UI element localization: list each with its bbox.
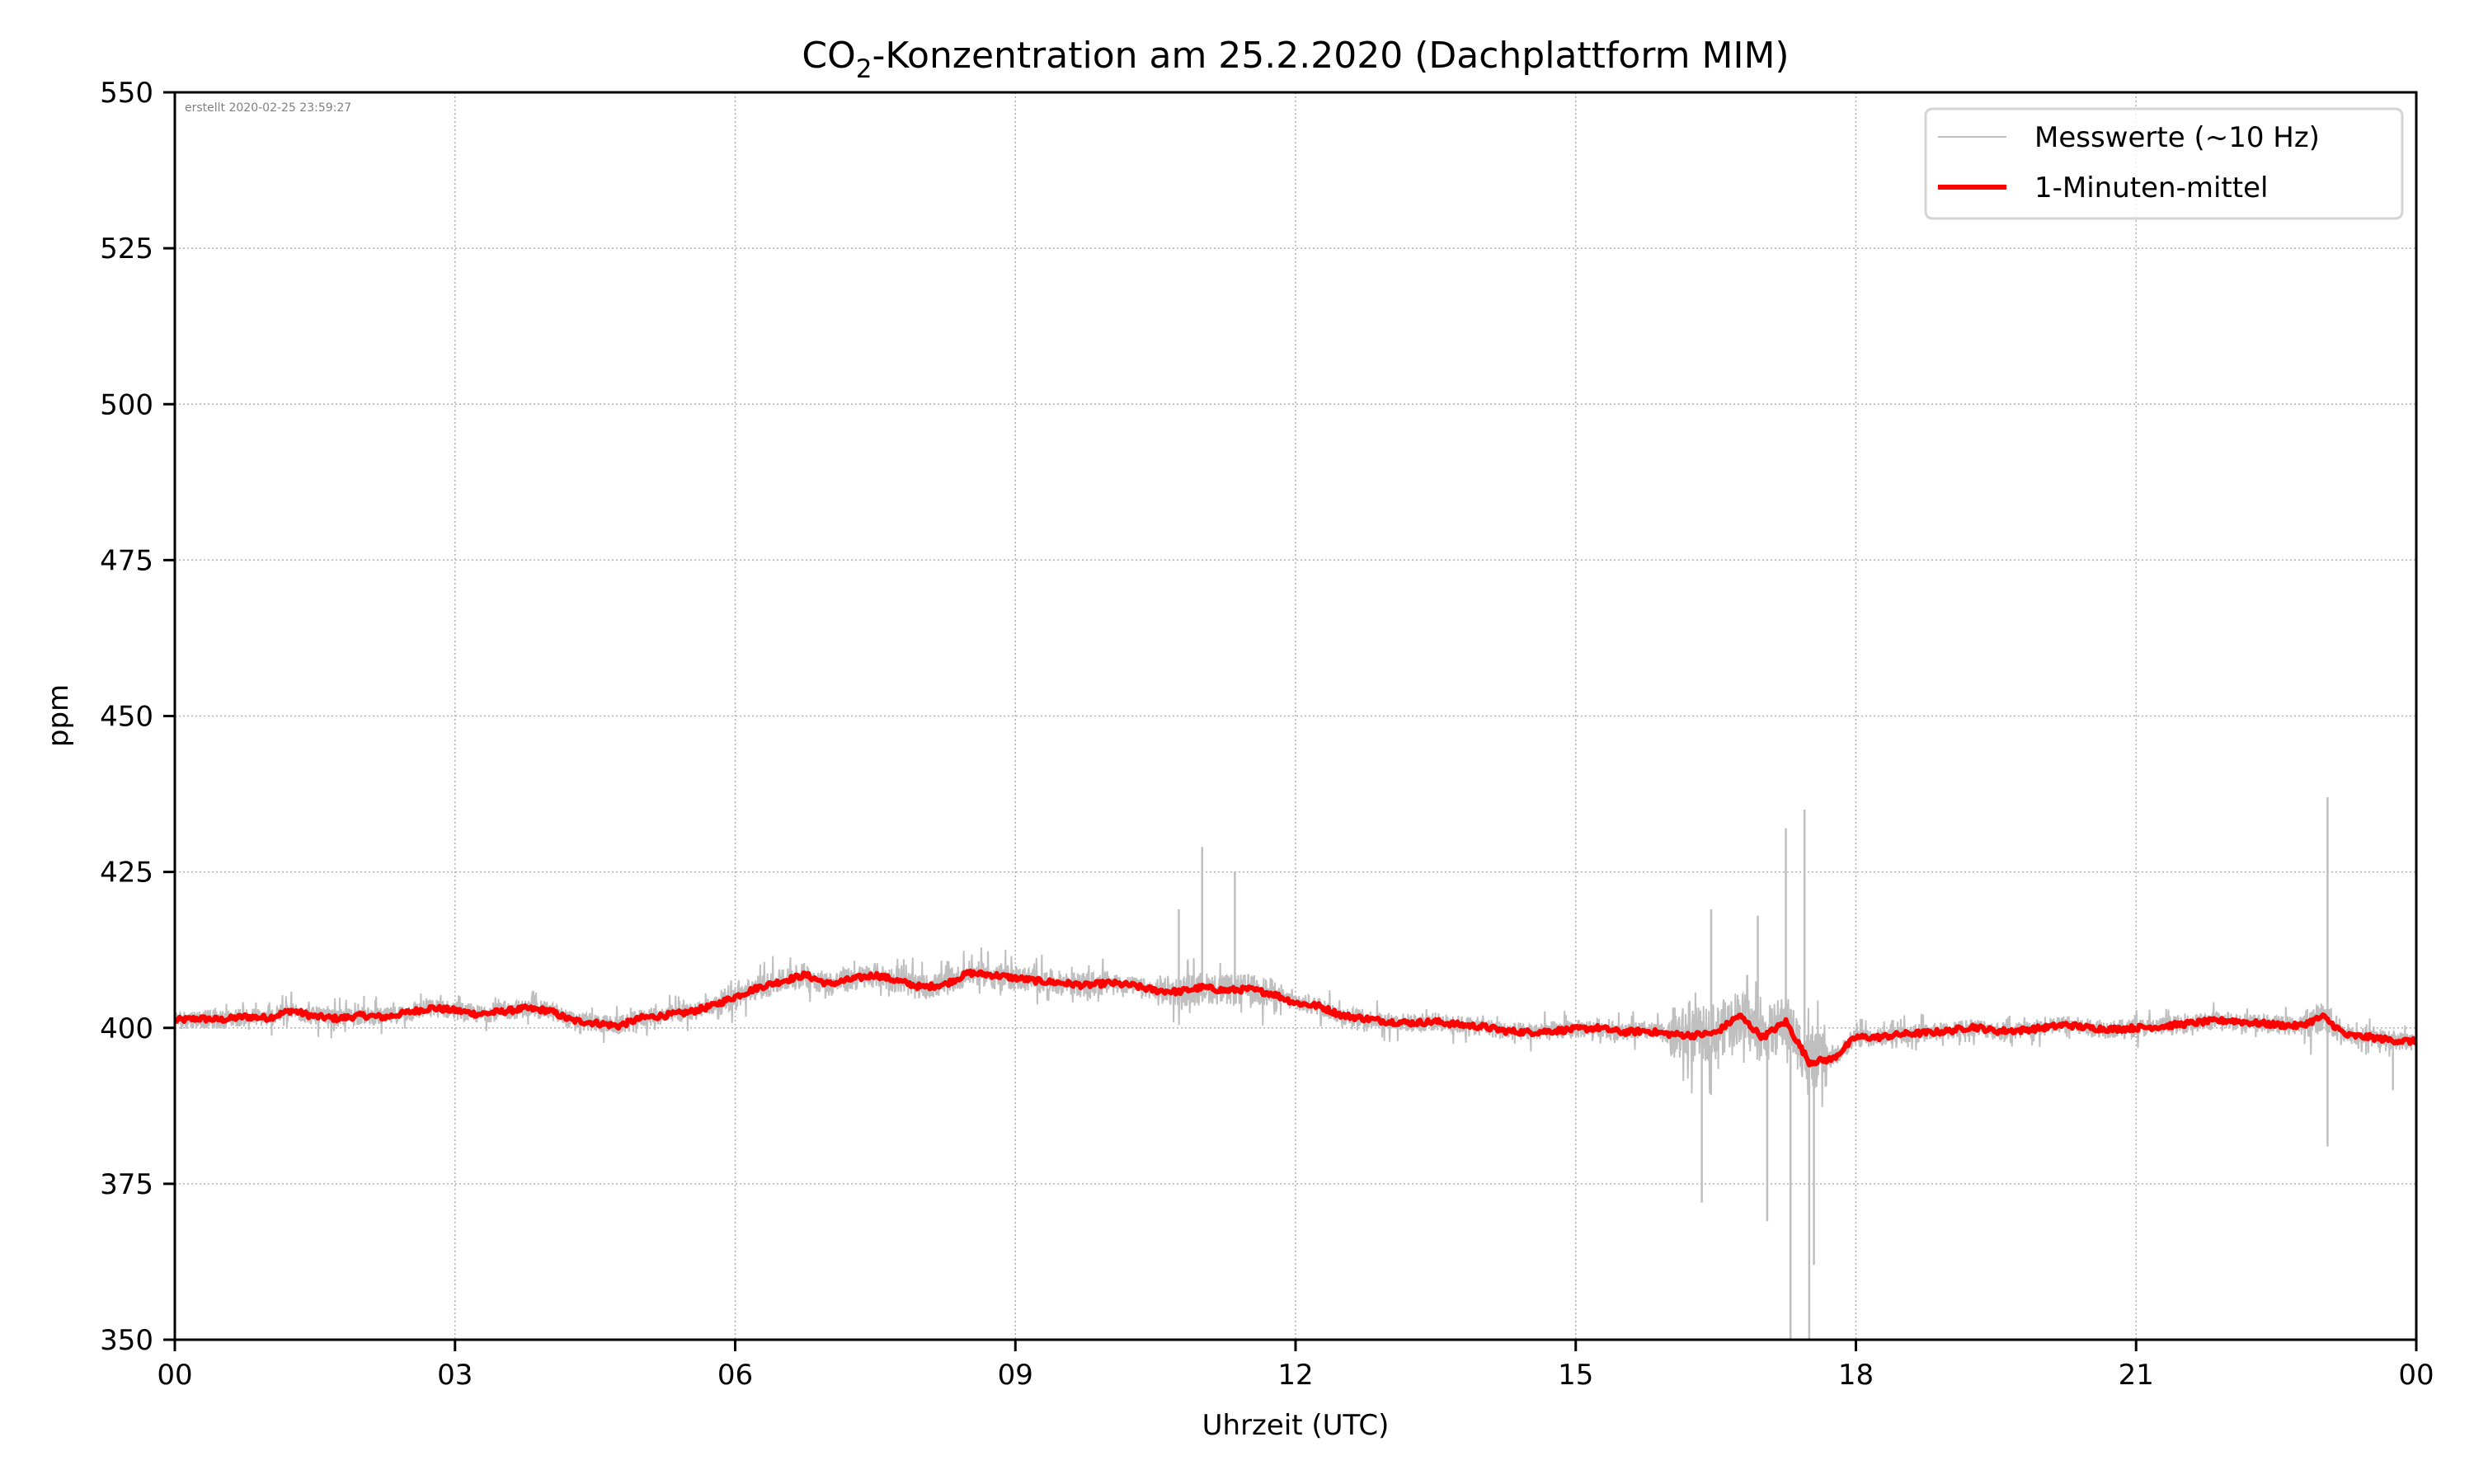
x-tick-label: 15	[1558, 1359, 1593, 1392]
plot-area	[175, 796, 2416, 1340]
y-tick-label: 400	[100, 1012, 153, 1045]
x-axis-label: Uhrzeit (UTC)	[1202, 1409, 1390, 1442]
x-tick-label: 21	[2119, 1359, 2154, 1392]
chart-title: CO2-Konzentration am 25.2.2020 (Dachplat…	[802, 35, 1789, 84]
y-tick-label: 375	[100, 1168, 153, 1201]
y-tick-label: 500	[100, 388, 153, 421]
y-tick-label: 350	[100, 1324, 153, 1357]
legend-label-1-minuten-mittel: 1-Minuten-mittel	[2034, 171, 2268, 204]
x-tick-label: 06	[717, 1359, 753, 1392]
y-axis-label: ppm	[42, 684, 75, 747]
x-tick-label: 00	[2398, 1359, 2434, 1392]
x-tick-label: 00	[157, 1359, 192, 1392]
legend-label-messwerte: Messwerte (~10 Hz)	[2034, 121, 2320, 154]
y-tick-label: 550	[100, 77, 153, 110]
x-tick-label: 18	[1838, 1359, 1874, 1392]
x-tick-label: 03	[437, 1359, 473, 1392]
y-axis-ticks: 350 375 400 425 450 475 500 525 550	[100, 77, 175, 1357]
y-tick-label: 425	[100, 857, 153, 890]
title-sub: 2	[856, 54, 872, 84]
y-tick-label: 525	[100, 232, 153, 265]
y-tick-label: 475	[100, 544, 153, 577]
series-1-minuten-mittel-line	[175, 968, 2416, 1068]
created-annotation: erstellt 2020-02-25 23:59:27	[185, 101, 351, 115]
series-messwerte-spikes	[1178, 796, 2394, 1340]
legend-box	[1924, 107, 2404, 220]
legend: Messwerte (~10 Hz) 1-Minuten-mittel	[1924, 107, 2404, 220]
y-tick-label: 450	[100, 701, 153, 734]
x-tick-label: 12	[1277, 1359, 1313, 1392]
x-tick-label: 09	[998, 1359, 1033, 1392]
x-axis-ticks: 00 03 06 09 12 15 18 21 00	[157, 1340, 2434, 1392]
title-pre: CO	[802, 35, 855, 77]
title-post: -Konzentration am 25.2.2020 (Dachplattfo…	[872, 35, 1790, 77]
